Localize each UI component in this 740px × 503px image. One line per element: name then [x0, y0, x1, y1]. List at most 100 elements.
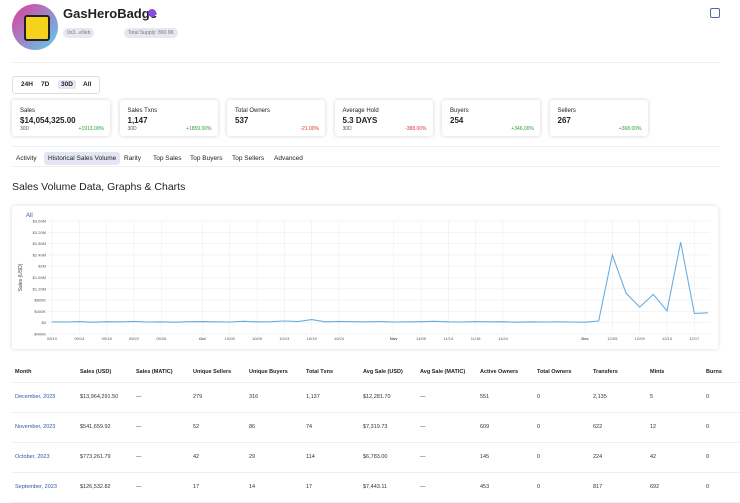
column-header: Unique Buyers [249, 369, 288, 375]
time-filter[interactable]: 24H [21, 81, 33, 88]
table-cell: $7,319.73 [363, 424, 388, 430]
column-header: Avg Sale (USD) [363, 369, 403, 375]
stat-card: Buyers 254 +346.00% [442, 100, 540, 136]
column-header: Avg Sale (MATIC) [420, 369, 466, 375]
table-cell: 42 [650, 454, 657, 460]
month-link[interactable]: December, 2023 [15, 394, 56, 400]
address[interactable]: 0x3...e9eb [63, 28, 95, 38]
tab[interactable]: Historical Sales Volume [44, 152, 121, 165]
time-filter[interactable]: All [83, 81, 92, 88]
column-header: Sales (MATIC) [136, 369, 173, 375]
stat-period: 30D [127, 126, 137, 132]
x-tick-label: 10/05 [225, 336, 236, 341]
stat-card: Sales $14,054,325.00 30D +1913.00% [12, 100, 110, 136]
stat-change: -388.00% [405, 126, 427, 132]
table-cell: 817 [593, 484, 603, 490]
table-cell: $13,964,291.50 [80, 394, 119, 400]
divider [12, 146, 720, 147]
total-supply: Total Supply: 890.9K [124, 28, 178, 38]
y-tick-label: -$400K [33, 332, 46, 337]
y-tick-label: $2.40M [33, 252, 46, 257]
x-tick-label: 09/14 [74, 336, 85, 341]
column-header: Transfers [593, 369, 618, 375]
month-link[interactable]: September, 2023 [15, 484, 57, 490]
table-cell: 0 [537, 424, 541, 430]
table-cell: $541,659.92 [80, 424, 111, 430]
tab[interactable]: Top Sales [153, 155, 182, 162]
x-tick-label: Oct [199, 336, 206, 341]
stat-label: Sales Txns [127, 108, 158, 114]
table-cell: 29 [249, 454, 256, 460]
x-tick-label: 12/13 [662, 336, 673, 341]
share-icon[interactable] [710, 8, 720, 18]
y-tick-label: $0 [42, 320, 47, 325]
column-header: Total Owners [537, 369, 572, 375]
time-filter[interactable]: 7D [41, 81, 50, 88]
x-tick-label: 12/09 [635, 336, 646, 341]
tab[interactable]: Top Buyers [190, 155, 223, 162]
y-tick-label: $3.60M [33, 219, 46, 224]
y-axis-title: Sales (USD) [18, 263, 24, 291]
stat-card: Sales Txns 1,147 30D +1859.00% [119, 100, 218, 136]
x-tick-label: 11/18 [471, 336, 481, 341]
stat-change: +346.00% [511, 126, 534, 132]
table-cell: 224 [593, 454, 603, 460]
table-cell: $12,281.70 [363, 394, 391, 400]
stat-card: Sellers 267 +368.00% [549, 100, 648, 136]
stat-change: +1859.00% [186, 126, 212, 132]
x-tick-label: 10/24 [334, 336, 345, 341]
table-cell: 692 [650, 484, 660, 490]
tab[interactable]: Activity [16, 155, 37, 162]
x-tick-label: 12/17 [689, 336, 700, 341]
month-link[interactable]: November, 2023 [15, 424, 56, 430]
time-filter[interactable]: 30D [58, 80, 76, 89]
table-cell: — [420, 484, 426, 490]
table-cell: 551 [480, 394, 490, 400]
stat-change: -21.00% [300, 126, 319, 132]
table-cell: — [420, 454, 426, 460]
divider [12, 382, 740, 383]
x-tick-label: 11/05 [416, 336, 426, 341]
y-tick-label: $3.20M [33, 230, 46, 235]
column-header: Month [15, 369, 32, 375]
stat-period: 30D [20, 126, 30, 132]
y-tick-label: $1.60M [33, 275, 46, 280]
column-header: Total Txns [306, 369, 334, 375]
stat-label: Total Owners [235, 108, 271, 114]
divider [12, 166, 720, 167]
tab[interactable]: Rarity [124, 155, 141, 162]
table-cell: 42 [193, 454, 200, 460]
table-cell: 2,135 [593, 394, 607, 400]
x-tick-label: 10/09 [252, 336, 263, 341]
stat-change: +1913.00% [78, 126, 104, 132]
time-filter-group [12, 76, 100, 94]
x-tick-label: 09/22 [129, 336, 140, 341]
stat-change: +368.00% [618, 126, 642, 132]
tab[interactable]: Advanced [274, 155, 303, 162]
month-link[interactable]: October, 2023 [15, 454, 50, 460]
section-title: Sales Volume Data, Graphs & Charts [12, 181, 186, 193]
table-cell: 622 [593, 424, 603, 430]
y-tick-label: $400K [34, 309, 46, 314]
x-tick-label: 12/05 [607, 336, 618, 341]
range-dropdown[interactable]: All [26, 213, 33, 219]
table-cell: 86 [249, 424, 256, 430]
x-tick-label: 11/24 [498, 336, 508, 341]
verified-badge [148, 9, 156, 17]
table-cell: 279 [193, 394, 203, 400]
x-tick-label: Nov [390, 336, 398, 341]
table-cell: 0 [706, 424, 710, 430]
table-cell: $7,443.11 [363, 484, 388, 490]
x-tick-label: 11/14 [443, 336, 453, 341]
column-header: Burns [706, 369, 722, 375]
stat-value: 537 [235, 116, 249, 125]
logo-mark [24, 15, 50, 41]
stat-label: Buyers [450, 108, 469, 114]
table-cell: 316 [249, 394, 259, 400]
column-header: Unique Sellers [193, 369, 232, 375]
table-cell: 17 [193, 484, 200, 490]
stat-value: 267 [557, 116, 571, 125]
table-cell: 114 [306, 454, 315, 460]
tab[interactable]: Top Sellers [232, 155, 265, 162]
